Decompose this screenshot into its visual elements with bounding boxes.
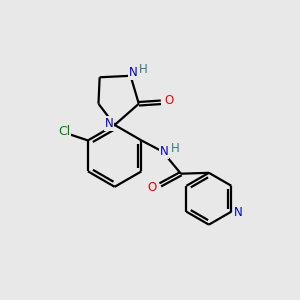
Text: N: N bbox=[105, 117, 114, 130]
Text: N: N bbox=[160, 145, 169, 158]
Text: N: N bbox=[233, 206, 242, 219]
Text: N: N bbox=[128, 66, 137, 80]
Text: H: H bbox=[139, 63, 147, 76]
Text: O: O bbox=[147, 181, 157, 194]
Text: H: H bbox=[171, 142, 179, 154]
Text: O: O bbox=[164, 94, 174, 107]
Text: Cl: Cl bbox=[58, 125, 70, 138]
